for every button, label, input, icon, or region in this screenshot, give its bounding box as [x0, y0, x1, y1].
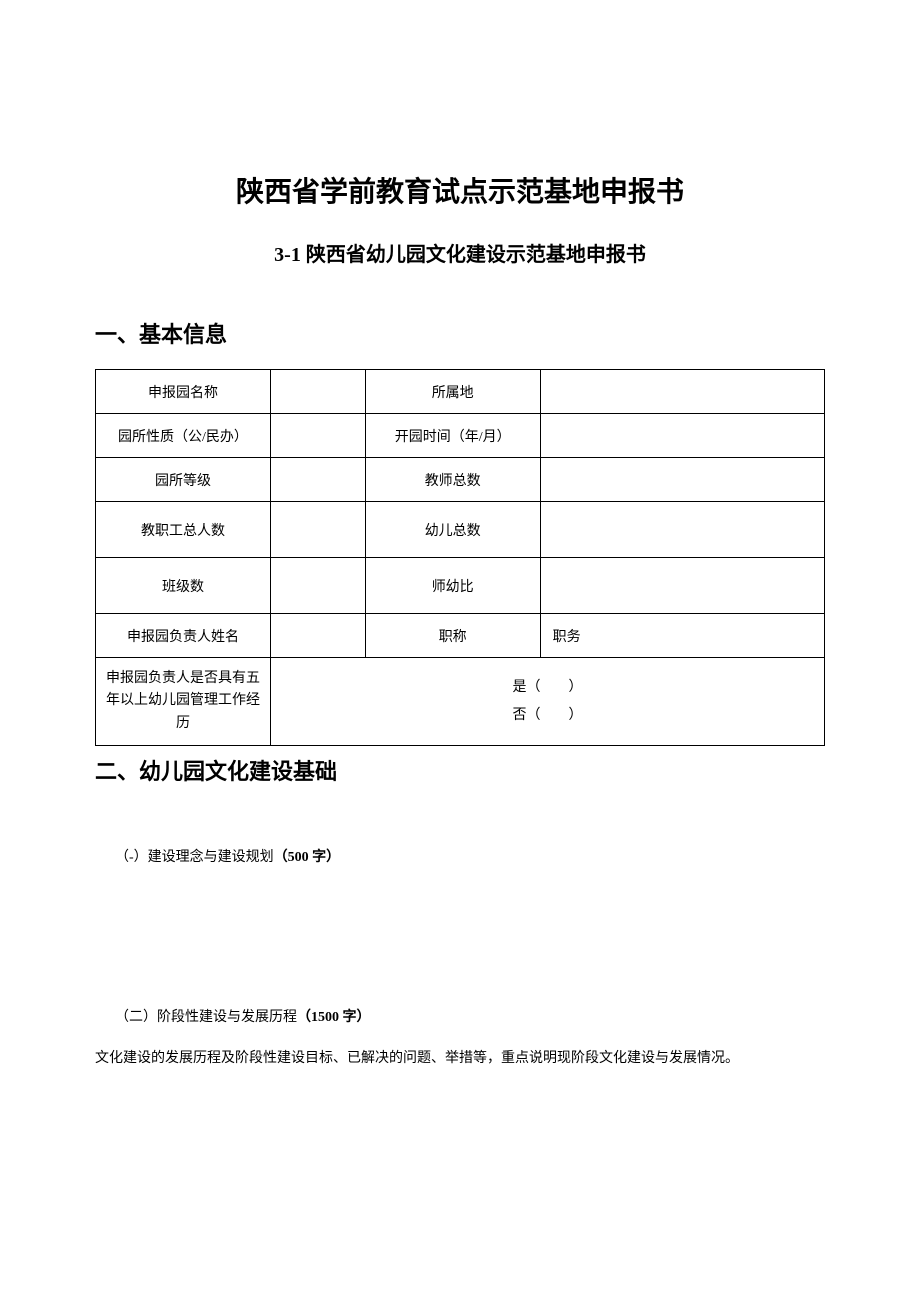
cell-label: 班级数 [96, 558, 271, 614]
main-title: 陕西省学前教育试点示范基地申报书 [95, 170, 825, 210]
cell-label: 师幼比 [365, 558, 540, 614]
section-2-description: 文化建设的发展历程及阶段性建设目标、已解决的问题、举措等，重点说明现阶段文化建设… [95, 1046, 825, 1071]
cell-label: 幼儿总数 [365, 502, 540, 558]
table-row: 申报园负责人是否具有五年以上幼儿园管理工作经历 是（ ） 否（ ） [96, 658, 825, 746]
cell-label: 教职工总人数 [96, 502, 271, 558]
table-row: 申报园负责人姓名 职称 职务 [96, 614, 825, 658]
table-row: 申报园名称 所属地 [96, 370, 825, 414]
cell-value [540, 414, 824, 458]
cell-value [270, 414, 365, 458]
section-2-header: 二、幼儿园文化建设基础 [95, 754, 825, 786]
cell-value [270, 502, 365, 558]
cell-yes-no: 是（ ） 否（ ） [270, 658, 824, 746]
table-row: 班级数 师幼比 [96, 558, 825, 614]
cell-label: 教师总数 [365, 458, 540, 502]
sub-title: 3-1 陕西省幼儿园文化建设示范基地申报书 [95, 238, 825, 267]
section-2-item-1: （-）建设理念与建设规划（500 字） [115, 846, 825, 866]
cell-label: 所属地 [365, 370, 540, 414]
cell-label: 园所性质（公/民办） [96, 414, 271, 458]
table-row: 教职工总人数 幼儿总数 [96, 502, 825, 558]
cell-value [270, 458, 365, 502]
item-prefix: （二）阶段性建设与发展历程 [115, 1010, 297, 1025]
cell-value [270, 558, 365, 614]
cell-label: 职务 [540, 614, 824, 658]
table-row: 园所等级 教师总数 [96, 458, 825, 502]
cell-label: 职称 [365, 614, 540, 658]
item-prefix: （-）建设理念与建设规划 [115, 850, 274, 865]
yes-option: 是（ ） [279, 674, 816, 702]
cell-value [540, 370, 824, 414]
item-bold: （1500 字） [297, 1010, 371, 1025]
table-row: 园所性质（公/民办） 开园时间（年/月） [96, 414, 825, 458]
cell-label: 申报园名称 [96, 370, 271, 414]
cell-label: 园所等级 [96, 458, 271, 502]
cell-value [540, 458, 824, 502]
cell-value [270, 370, 365, 414]
cell-label: 申报园负责人姓名 [96, 614, 271, 658]
cell-label: 申报园负责人是否具有五年以上幼儿园管理工作经历 [96, 658, 271, 746]
cell-value [270, 614, 365, 658]
no-option: 否（ ） [279, 702, 816, 730]
section-2-item-2: （二）阶段性建设与发展历程（1500 字） [115, 1006, 825, 1026]
section-1-header: 一、基本信息 [95, 317, 825, 349]
basic-info-table: 申报园名称 所属地 园所性质（公/民办） 开园时间（年/月） 园所等级 教师总数… [95, 369, 825, 746]
cell-label: 开园时间（年/月） [365, 414, 540, 458]
cell-value [540, 502, 824, 558]
item-bold: （500 字） [274, 850, 341, 865]
cell-value [540, 558, 824, 614]
